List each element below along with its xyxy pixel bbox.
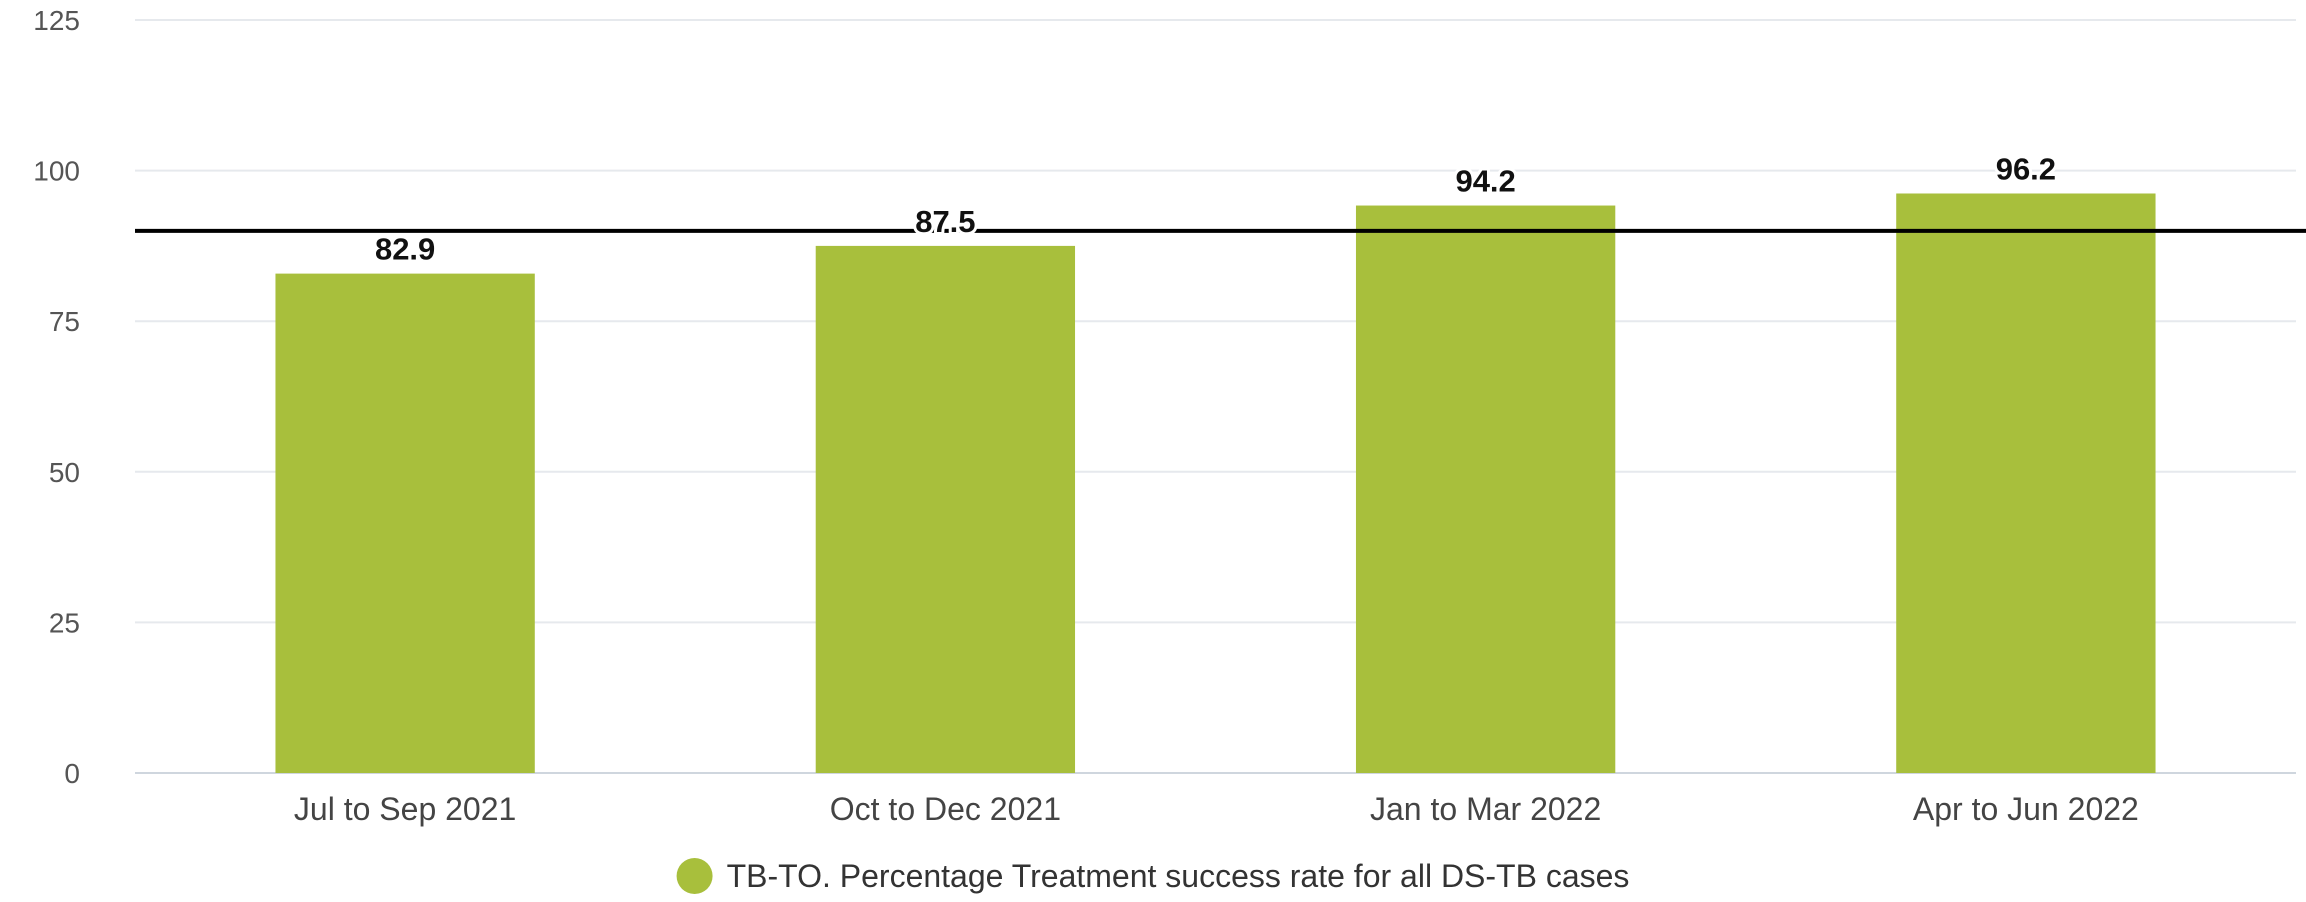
y-tick-label: 25 — [49, 607, 80, 638]
y-tick-label: 100 — [33, 156, 80, 187]
y-tick-label: 50 — [49, 457, 80, 488]
legend-marker-icon — [676, 858, 713, 894]
legend-label: TB-TO. Percentage Treatment success rate… — [727, 858, 1630, 894]
bar — [1355, 205, 1616, 774]
x-tick-label: Apr to Jun 2022 — [1913, 791, 2139, 827]
x-tick-label: Jul to Sep 2021 — [294, 791, 516, 827]
legend[interactable]: TB-TO. Percentage Treatment success rate… — [676, 858, 1630, 894]
data-labels: 82.9 87.5 94.2 96.2 — [372, 148, 2059, 269]
y-axis-tick-labels: 0 25 50 75 100 125 — [33, 5, 80, 789]
data-label: 94.2 — [1455, 164, 1515, 199]
bars — [275, 193, 2156, 774]
y-tick-label: 75 — [49, 306, 80, 337]
x-tick-label: Oct to Dec 2021 — [830, 791, 1061, 827]
x-axis-category-labels: Jul to Sep 2021 Oct to Dec 2021 Jan to Mar… — [294, 791, 2139, 827]
y-tick-label: 0 — [64, 758, 80, 789]
data-label: 82.9 — [375, 232, 435, 267]
y-tick-label: 125 — [33, 5, 80, 36]
x-tick-label: Jan to Mar 2022 — [1370, 791, 1601, 827]
data-label: 96.2 — [1996, 151, 2056, 186]
bar — [275, 273, 535, 773]
bar — [1896, 193, 2156, 773]
data-label: 87.5 — [915, 204, 975, 239]
bar — [815, 245, 1076, 773]
